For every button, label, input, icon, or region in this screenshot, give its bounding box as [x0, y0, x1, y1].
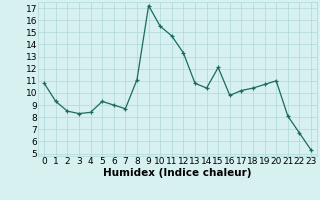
X-axis label: Humidex (Indice chaleur): Humidex (Indice chaleur) [103, 168, 252, 178]
